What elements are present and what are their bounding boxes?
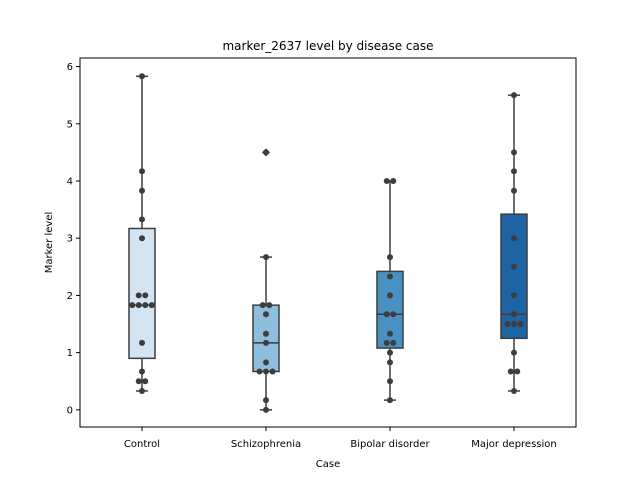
- plot-frame: [79, 57, 577, 428]
- data-point: [387, 254, 393, 261]
- x-tick-label: Bipolar disorder: [350, 439, 430, 450]
- data-point: [269, 368, 276, 375]
- data-point: [139, 339, 145, 346]
- y-tick-label: 6: [67, 62, 73, 73]
- data-point: [383, 178, 390, 184]
- data-point: [142, 302, 149, 309]
- data-point: [139, 368, 145, 375]
- data-point: [139, 187, 145, 194]
- y-tick-label: 5: [67, 119, 73, 130]
- data-point: [387, 359, 393, 366]
- data-point: [142, 378, 149, 385]
- data-point: [383, 311, 390, 318]
- data-point: [383, 339, 390, 346]
- y-axis-title: Marker level: [44, 212, 55, 274]
- data-point: [135, 292, 142, 299]
- data-point: [517, 321, 524, 328]
- data-point: [139, 73, 145, 80]
- data-point: [511, 349, 517, 356]
- data-point: [390, 311, 397, 318]
- box-iqr: [500, 213, 528, 340]
- data-point: [511, 149, 517, 156]
- data-point: [129, 302, 136, 309]
- data-point: [511, 292, 517, 299]
- data-point: [263, 406, 269, 413]
- data-point: [148, 302, 155, 309]
- data-point: [139, 387, 145, 394]
- data-point: [511, 92, 517, 99]
- data-point: [511, 321, 517, 328]
- data-point: [390, 178, 397, 184]
- data-point: [263, 368, 269, 375]
- data-point: [259, 302, 266, 309]
- data-point: [511, 263, 517, 270]
- plot-area: 0 1 2 3 4 5 6 Control Schizophrenia Bipolar disor…: [67, 62, 557, 450]
- data-point: [504, 321, 511, 328]
- data-point: [263, 311, 269, 318]
- data-point: [263, 330, 269, 337]
- data-point: [511, 387, 517, 394]
- x-tick-label: Major depression: [471, 439, 557, 450]
- data-point: [135, 378, 142, 385]
- data-point: [263, 339, 269, 346]
- data-point: [387, 397, 393, 404]
- y-tick-label: 4: [67, 177, 73, 188]
- data-point: [266, 302, 273, 309]
- data-point: [263, 359, 269, 366]
- data-point: [387, 378, 393, 385]
- data-point: [387, 349, 393, 356]
- y-tick-label: 0: [67, 405, 73, 416]
- data-point: [263, 254, 269, 261]
- data-point: [387, 330, 393, 337]
- x-axis-title: Case: [316, 459, 340, 470]
- x-tick-label: Schizophrenia: [231, 439, 301, 450]
- data-point: [511, 235, 517, 242]
- data-point: [514, 368, 521, 375]
- y-tick-label: 2: [67, 291, 73, 302]
- data-point: [263, 149, 269, 156]
- data-point: [256, 368, 263, 375]
- data-point: [263, 397, 269, 404]
- y-tick-label: 3: [67, 234, 73, 245]
- data-point: [507, 368, 514, 375]
- y-tick-label: 1: [67, 348, 73, 359]
- data-point: [139, 216, 145, 223]
- data-point: [511, 311, 517, 318]
- data-point: [387, 292, 393, 299]
- box-iqr: [128, 227, 156, 360]
- data-point: [139, 168, 145, 175]
- x-tick-label: Control: [124, 439, 160, 450]
- data-point: [142, 292, 149, 299]
- data-point: [387, 273, 393, 280]
- data-point: [139, 235, 145, 242]
- data-point: [135, 302, 142, 309]
- data-point: [511, 168, 517, 175]
- data-point: [511, 187, 517, 194]
- data-point: [390, 339, 397, 346]
- chart-title: marker_2637 level by disease case: [222, 39, 433, 53]
